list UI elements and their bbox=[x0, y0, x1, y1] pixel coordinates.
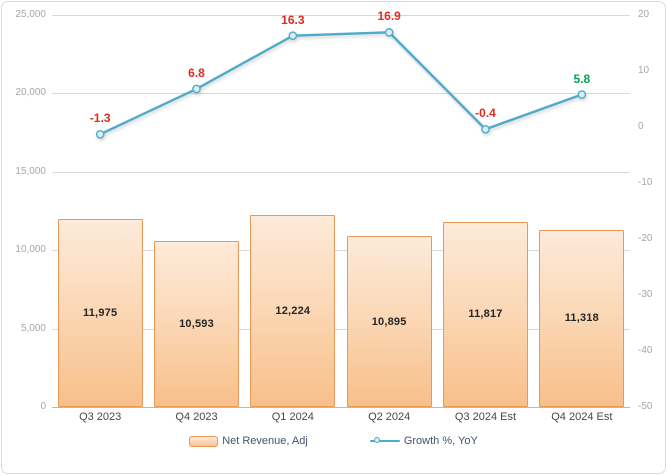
growth-point-label: -0.4 bbox=[475, 106, 496, 121]
legend-label: Net Revenue, Adj bbox=[222, 435, 308, 447]
revenue-bar[interactable]: 11,318 bbox=[539, 229, 625, 407]
category-label: Q3 2024 Est bbox=[454, 411, 517, 423]
line-series-swatch-icon bbox=[369, 435, 400, 447]
growth-point-label: -1.3 bbox=[89, 111, 111, 126]
gridline bbox=[52, 15, 630, 16]
gridline bbox=[52, 328, 630, 330]
legend-label: Growth %, YoY bbox=[403, 435, 478, 447]
bar-series-swatch-icon bbox=[189, 435, 219, 447]
left-axis-tick-label: 10,000 bbox=[15, 244, 46, 256]
category-label: Q4 2024 Est bbox=[551, 411, 613, 423]
growth-line bbox=[99, 31, 583, 136]
right-axis-tick-label: -10 bbox=[638, 177, 653, 188]
gridline bbox=[52, 250, 630, 252]
right-axis-tick-label: -30 bbox=[638, 289, 653, 300]
left-axis-tick-label: 15,000 bbox=[15, 165, 46, 177]
revenue-bar[interactable]: 11,817 bbox=[443, 221, 528, 407]
revenue-bar[interactable]: 10,895 bbox=[346, 236, 432, 407]
data-point-marker[interactable] bbox=[192, 84, 201, 94]
left-axis-tick-label: 5,000 bbox=[20, 322, 46, 334]
category-label: Q2 2024 bbox=[368, 411, 411, 423]
gridline bbox=[52, 93, 630, 95]
revenue-bar[interactable]: 11,975 bbox=[57, 219, 143, 407]
right-axis-tick-label: 0 bbox=[638, 121, 644, 132]
category-label: Q4 2023 bbox=[175, 411, 218, 423]
revenue-bar[interactable]: 10,593 bbox=[154, 240, 239, 407]
legend-item-net-revenue[interactable]: Net Revenue, Adj bbox=[189, 435, 308, 447]
growth-line-series[interactable] bbox=[52, 15, 630, 407]
right-axis-tick-label: -20 bbox=[638, 233, 653, 244]
growth-point-label: 6.8 bbox=[188, 65, 205, 80]
bar-value-label: 10,895 bbox=[371, 315, 407, 328]
legend: Net Revenue, Adj Growth %, YoY bbox=[2, 435, 665, 447]
right-axis-tick-label: -50 bbox=[638, 401, 653, 412]
category-axis: Q3 2023 Q4 2023 Q1 2024 Q2 2024 Q3 2024 Est Q… bbox=[52, 411, 630, 427]
revenue-bar[interactable]: 12,224 bbox=[250, 215, 336, 407]
plot-area: 11,975 10,593 12,224 10,895 11,817 11,318 -1.3… bbox=[52, 9, 630, 408]
legend-item-growth[interactable]: Growth %, YoY bbox=[369, 435, 478, 447]
bar-value-label: 11,817 bbox=[468, 308, 503, 321]
category-label: Q1 2024 bbox=[271, 411, 314, 423]
category-label: Q3 2023 bbox=[79, 411, 122, 423]
gridline bbox=[52, 171, 630, 173]
bar-value-label: 10,593 bbox=[179, 317, 214, 330]
x-axis-line bbox=[52, 407, 630, 408]
left-axis-tick-label: 20,000 bbox=[15, 87, 46, 99]
data-point-marker[interactable] bbox=[481, 124, 490, 134]
growth-point-label: 16.9 bbox=[377, 9, 401, 24]
bar-value-label: 11,975 bbox=[83, 307, 118, 320]
data-point-marker[interactable] bbox=[384, 28, 394, 37]
data-point-marker[interactable] bbox=[577, 90, 587, 99]
bar-value-label: 11,318 bbox=[564, 312, 599, 325]
right-axis-tick-label: 10 bbox=[638, 65, 650, 76]
growth-point-label: 16.3 bbox=[281, 12, 305, 27]
growth-point-label: 5.8 bbox=[573, 71, 591, 86]
data-point-marker[interactable] bbox=[95, 129, 105, 139]
bar-value-label: 12,224 bbox=[275, 305, 311, 318]
left-axis-tick-label: 25,000 bbox=[15, 9, 46, 20]
right-axis-tick-label: 20 bbox=[638, 9, 650, 20]
left-axis-tick-label: 0 bbox=[40, 401, 46, 412]
data-point-marker[interactable] bbox=[288, 31, 298, 41]
right-axis-tick-label: -40 bbox=[638, 345, 653, 356]
